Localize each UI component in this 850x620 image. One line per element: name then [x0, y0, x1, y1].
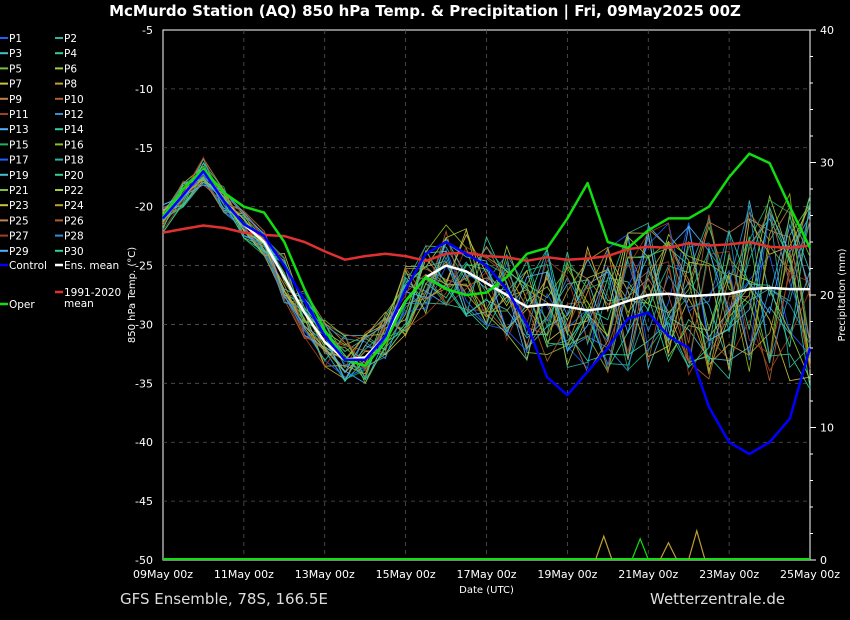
site-credit: Wetterzentrale.de [650, 590, 786, 608]
x-tick-label: 23May 00z [699, 568, 759, 581]
legend-label: P25 [9, 215, 29, 227]
precip-peak [688, 528, 706, 560]
legend-label: P16 [64, 139, 84, 151]
x-tick-label: 13May 00z [295, 568, 355, 581]
legend-label: P8 [64, 79, 77, 91]
x-tick-label: 19May 00z [537, 568, 597, 581]
legend-label: P1 [9, 33, 22, 45]
x-tick-label: 11May 00z [214, 568, 274, 581]
y2-tick-label: 20 [820, 289, 834, 302]
control-line [162, 170, 812, 456]
oper-line [161, 152, 812, 367]
legend-label: P10 [64, 94, 84, 106]
legend-label: P18 [64, 155, 84, 167]
member-series-line [162, 162, 811, 388]
y2-tick-label: 40 [820, 24, 834, 37]
chart-title: McMurdo Station (AQ) 850 hPa Temp. & Pre… [109, 2, 741, 20]
x-tick-label: 17May 00z [456, 568, 516, 581]
legend-label: P3 [9, 48, 22, 60]
x-axis-label: Date (UTC) [459, 585, 514, 596]
y-tick-label: -5 [142, 24, 153, 37]
legend-label: P24 [64, 200, 84, 212]
legend-label: 1991-2020 [64, 287, 121, 299]
y-tick-label: -25 [135, 260, 153, 273]
y2-axis-label: Precipitation (mm) [837, 248, 848, 341]
precip-peak [659, 541, 678, 560]
y2-tick-label: 30 [820, 157, 834, 170]
y-tick-label: -50 [135, 554, 153, 567]
precip-peak [595, 534, 613, 560]
legend-label: P28 [64, 231, 84, 243]
legend-label: P12 [64, 109, 84, 121]
legend-label: P30 [64, 246, 84, 258]
member-series-line [162, 178, 811, 375]
y-tick-label: -40 [135, 436, 153, 449]
legend-label: P9 [9, 94, 22, 106]
y-tick-label: -20 [135, 201, 153, 214]
legend-label: P4 [64, 48, 77, 60]
legend-label: P17 [9, 155, 29, 167]
legend-label: P29 [9, 246, 29, 258]
member-series-line [162, 180, 811, 373]
legend-label: P2 [64, 33, 77, 45]
x-tick-label: 21May 00z [618, 568, 678, 581]
legend-label: mean [64, 298, 94, 310]
member-series-line [162, 176, 811, 381]
x-tick-label: 15May 00z [376, 568, 436, 581]
legend-label: P6 [64, 63, 77, 75]
x-tick-label: 09May 00z [133, 568, 193, 581]
legend-label: Oper [9, 299, 35, 311]
legend-label: P20 [64, 170, 84, 182]
legend-label: P14 [64, 124, 84, 136]
legend-label: P15 [9, 139, 29, 151]
y-tick-label: -30 [135, 318, 153, 331]
legend-label: P19 [9, 170, 29, 182]
y2-tick-label: 10 [820, 422, 834, 435]
y-tick-label: -35 [135, 377, 153, 390]
y-tick-label: -10 [135, 83, 153, 96]
member-series-line [162, 181, 811, 382]
legend-label: P5 [9, 63, 22, 75]
legend-label: P22 [64, 185, 84, 197]
member-series-line [162, 172, 811, 381]
legend-label: P23 [9, 200, 29, 212]
legend-label: P26 [64, 215, 84, 227]
legend-label: P27 [9, 231, 29, 243]
legend-label: P21 [9, 185, 29, 197]
y2-tick-label: 0 [820, 554, 827, 567]
y-tick-label: -45 [135, 495, 153, 508]
legend-label: P13 [9, 124, 29, 136]
legend-label: Ens. mean [64, 260, 119, 272]
climatology-mean-line [162, 224, 811, 263]
legend-label: Control [9, 260, 47, 272]
legend-label: P11 [9, 109, 29, 121]
model-info: GFS Ensemble, 78S, 166.5E [120, 590, 328, 608]
y-tick-label: -15 [135, 142, 153, 155]
y-axis-label: 850 hPa Temp. (°C) [127, 247, 138, 343]
legend-label: P7 [9, 79, 22, 91]
ensemble-mean-line [162, 170, 810, 362]
x-tick-label: 25May 00z [780, 568, 840, 581]
precip-peak [631, 537, 649, 560]
